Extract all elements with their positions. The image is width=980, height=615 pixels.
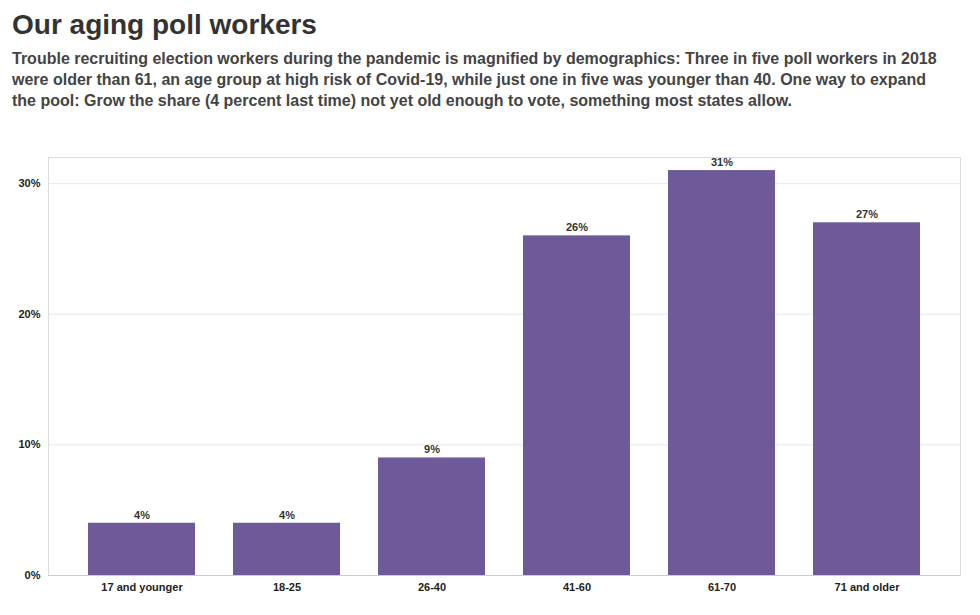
svg-text:10%: 10% bbox=[18, 438, 40, 450]
svg-text:26-40: 26-40 bbox=[418, 581, 446, 593]
svg-text:41-60: 41-60 bbox=[563, 581, 591, 593]
svg-text:71 and older: 71 and older bbox=[835, 581, 901, 593]
svg-text:17 and younger: 17 and younger bbox=[101, 581, 183, 593]
svg-text:9%: 9% bbox=[424, 443, 440, 455]
svg-text:31%: 31% bbox=[711, 156, 733, 168]
html-text:Trouble recruiting election wo: Trouble recruiting election workers duri… bbox=[12, 50, 937, 109]
svg-text:26%: 26% bbox=[566, 221, 588, 233]
html-text:Our aging poll workers: Our aging poll workers bbox=[12, 9, 317, 40]
svg-text:27%: 27% bbox=[856, 208, 878, 220]
svg-text:18-25: 18-25 bbox=[273, 581, 301, 593]
svg-text:30%: 30% bbox=[18, 177, 40, 189]
svg-text:0%: 0% bbox=[25, 569, 41, 581]
svg-text:20%: 20% bbox=[18, 308, 40, 320]
svg-text:61-70: 61-70 bbox=[708, 581, 736, 593]
svg-text:4%: 4% bbox=[134, 509, 150, 521]
svg-text:4%: 4% bbox=[279, 509, 295, 521]
